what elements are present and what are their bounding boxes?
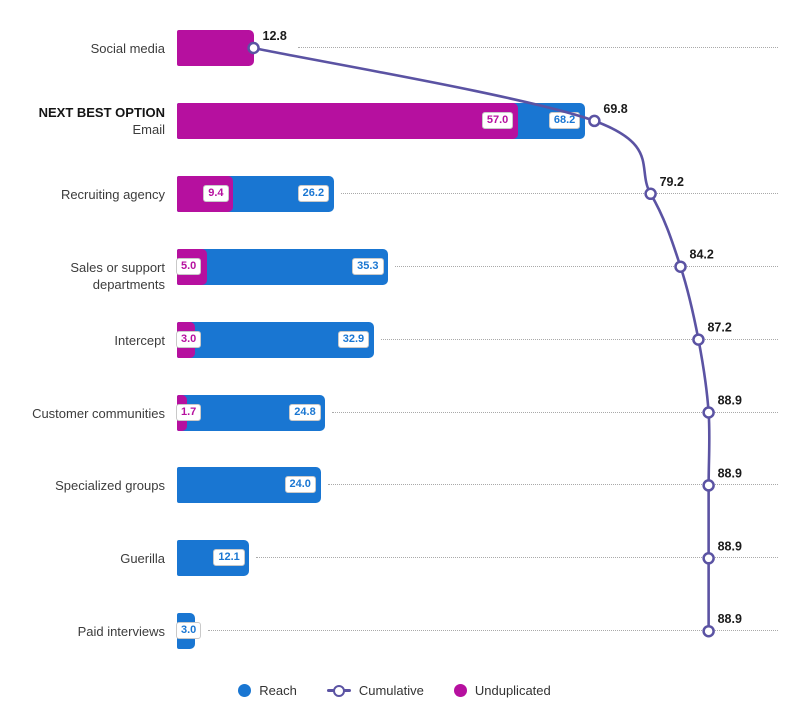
row-leader-dotted-line <box>380 338 778 340</box>
reach-dot-icon <box>238 684 252 697</box>
reach-value-badge: 68.2 <box>548 111 581 129</box>
legend: Reach Cumulative Unduplicated <box>0 683 789 698</box>
cumulative-value-label: 88.9 <box>718 466 742 480</box>
cumulative-value-label: 88.9 <box>718 394 742 408</box>
category-label: Customer communities <box>32 405 165 421</box>
cumulative-value-label: 84.2 <box>690 248 714 262</box>
legend-label-cumulative: Cumulative <box>358 683 424 698</box>
cumulative-value-label: 88.9 <box>718 539 742 553</box>
reach-value-badge: 3.0 <box>176 622 202 640</box>
legend-item-unduplicated[interactable]: Unduplicated <box>453 683 551 698</box>
legend-item-cumulative[interactable]: Cumulative <box>326 683 424 698</box>
category-label: Paid interviews <box>77 624 165 640</box>
row-leader-dotted-line <box>297 47 778 48</box>
legend-item-reach[interactable]: Reach <box>238 683 297 698</box>
reach-value-badge: 24.0 <box>284 476 316 494</box>
unduplicated-value-badge: 1.7 <box>176 403 202 421</box>
cumulative-marker[interactable] <box>644 187 657 201</box>
cumulative-marker[interactable] <box>702 552 715 565</box>
category-label: Specialized groups <box>55 478 165 494</box>
cumulative-marker[interactable] <box>674 260 687 273</box>
row-leader-dotted-line <box>332 411 778 413</box>
unduplicated-bar[interactable] <box>177 102 518 139</box>
cumulative-line <box>253 46 711 632</box>
cumulative-marker[interactable] <box>702 624 715 638</box>
cumulative-marker[interactable] <box>702 406 715 419</box>
cumulative-value-label: 87.2 <box>707 321 731 335</box>
cumulative-marker[interactable] <box>247 41 260 55</box>
row-leader-dotted-line <box>256 557 778 559</box>
reach-value-badge: 26.2 <box>297 184 330 202</box>
row-leader-dotted-line <box>340 192 778 194</box>
category-label: Sales or support departments <box>70 259 165 292</box>
reach-value-badge: 32.9 <box>337 330 370 348</box>
cumulative-marker[interactable] <box>702 479 715 492</box>
category-label: Intercept <box>114 332 165 348</box>
cumulative-value-label: 88.9 <box>718 612 742 626</box>
cumulative-marker[interactable] <box>588 114 601 128</box>
unduplicated-value-badge: 5.0 <box>176 257 202 275</box>
cumulative-marker[interactable] <box>692 333 705 346</box>
category-label: Recruiting agency <box>60 186 165 202</box>
cumulative-value-label: 79.2 <box>660 175 684 189</box>
unduplicated-value-badge: 57.0 <box>481 111 514 129</box>
reach-value-badge: 24.8 <box>289 403 321 421</box>
row-leader-dotted-line <box>208 630 778 632</box>
unduplicated-value-badge: 3.0 <box>176 330 202 348</box>
unduplicated-bar[interactable] <box>177 30 254 66</box>
category-highlight-label: NEXT BEST OPTION <box>38 104 165 120</box>
row-leader-dotted-line <box>395 265 778 267</box>
unduplicated-value-badge: 9.4 <box>203 184 229 202</box>
reach-value-badge: 35.3 <box>352 257 384 275</box>
cumulative-line-icon <box>326 684 351 697</box>
category-label: NEXT BEST OPTION Email <box>0 104 165 138</box>
legend-label-reach: Reach <box>259 683 297 698</box>
reach-value-badge: 12.1 <box>213 549 245 567</box>
cumulative-value-label: 69.8 <box>603 102 627 116</box>
category-label: Social media <box>90 41 165 56</box>
category-label: Guerilla <box>120 551 165 567</box>
cumulative-value-label: 12.8 <box>263 29 287 43</box>
row-leader-dotted-line <box>327 484 778 486</box>
legend-label-unduplicated: Unduplicated <box>474 683 551 698</box>
unduplicated-dot-icon <box>453 684 467 697</box>
category-name: Email <box>132 121 165 137</box>
